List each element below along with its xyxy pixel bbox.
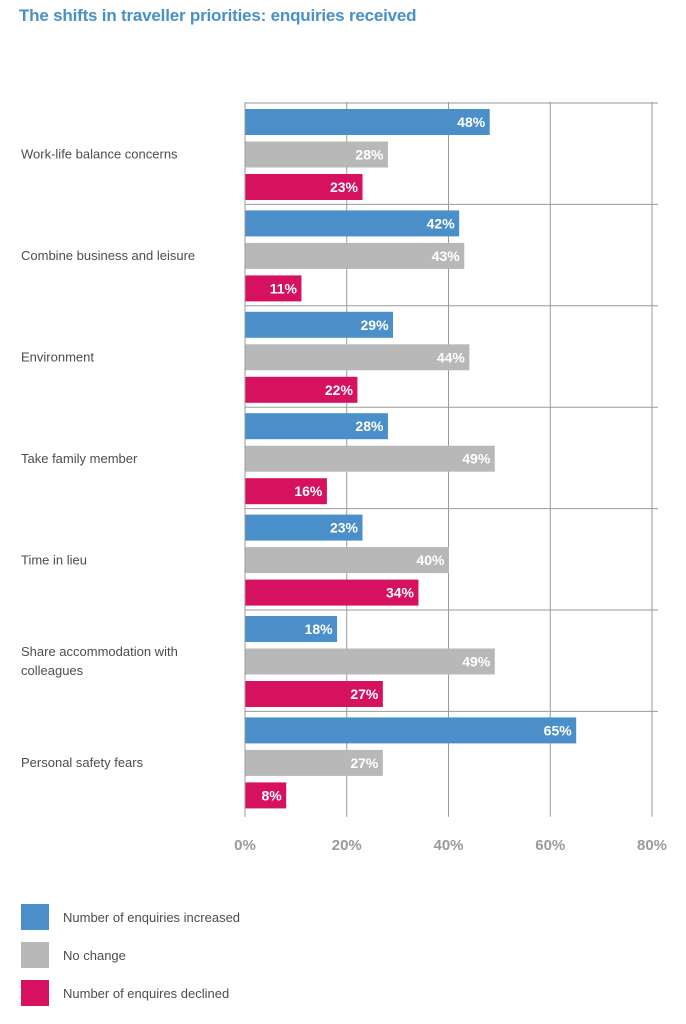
data-label: 42% (427, 215, 456, 231)
legend-swatch-no-change (21, 942, 49, 968)
category-label: Work-life balance concerns (21, 147, 178, 162)
category-label: Take family member (21, 451, 138, 466)
bar (245, 174, 363, 200)
data-label: 27% (350, 755, 379, 771)
category-label: Personal safety fears (21, 755, 144, 770)
bar (245, 681, 383, 707)
data-label: 48% (457, 114, 486, 130)
legend-item-no-change: No change (21, 942, 240, 968)
legend: Number of enquiries increased No change … (21, 904, 240, 1018)
bar (245, 478, 327, 505)
category-label: Time in lieu (21, 552, 87, 567)
bar (245, 210, 460, 237)
x-tick-label: 80% (637, 837, 667, 854)
bar (245, 749, 383, 776)
bar (245, 311, 394, 338)
bar (245, 717, 577, 744)
data-label: 28% (355, 147, 384, 163)
legend-item-declined: Number of enquires declined (21, 980, 240, 1006)
bar (245, 141, 388, 168)
bar (245, 782, 287, 809)
legend-label-increased: Number of enquiries increased (63, 909, 241, 925)
bar (245, 109, 490, 135)
bar (245, 275, 302, 302)
data-label: 49% (462, 451, 491, 467)
bar (245, 648, 495, 675)
category-label: Share accommodation with (21, 644, 178, 659)
bar (245, 376, 358, 403)
legend-label-declined: Number of enquires declined (63, 985, 230, 1001)
bar-chart: 48% 28% 23% Work-life balance concerns 42% 43… (21, 102, 667, 854)
data-label: 28% (355, 418, 384, 434)
data-label: 44% (437, 349, 466, 365)
x-tick-label: 40% (433, 837, 463, 854)
data-label: 29% (361, 317, 390, 333)
data-label: 18% (305, 621, 334, 637)
data-label: 8% (261, 787, 282, 803)
category-label: Environment (21, 350, 94, 365)
x-tick-label: 60% (535, 837, 565, 854)
data-label: 34% (386, 585, 415, 601)
category-label: colleagues (21, 663, 84, 678)
bar (245, 445, 495, 472)
data-label: 16% (294, 483, 323, 499)
legend-swatch-increased (21, 904, 49, 930)
category-label: Combine business and leisure (21, 248, 195, 263)
legend-label-no-change: No change (63, 947, 126, 963)
data-label: 23% (330, 520, 359, 536)
x-tick-label: 0% (234, 837, 256, 854)
bar (245, 413, 388, 440)
x-tick-label: 20% (332, 837, 362, 854)
data-label: 65% (544, 722, 573, 738)
legend-swatch-declined (21, 980, 49, 1006)
bar (245, 344, 470, 371)
legend-item-increased: Number of enquiries increased (21, 904, 240, 930)
bar (245, 242, 465, 269)
data-label: 49% (462, 654, 491, 670)
data-label: 40% (416, 552, 445, 568)
data-label: 43% (432, 248, 461, 264)
chart-title: The shifts in traveller priorities: enqu… (19, 6, 417, 25)
data-label: 11% (270, 280, 298, 296)
bar (245, 547, 449, 574)
bar (245, 514, 363, 541)
bar (245, 579, 419, 606)
data-label: 22% (325, 382, 354, 398)
bar (245, 616, 338, 642)
data-label: 23% (330, 179, 359, 195)
data-label: 27% (350, 686, 379, 702)
